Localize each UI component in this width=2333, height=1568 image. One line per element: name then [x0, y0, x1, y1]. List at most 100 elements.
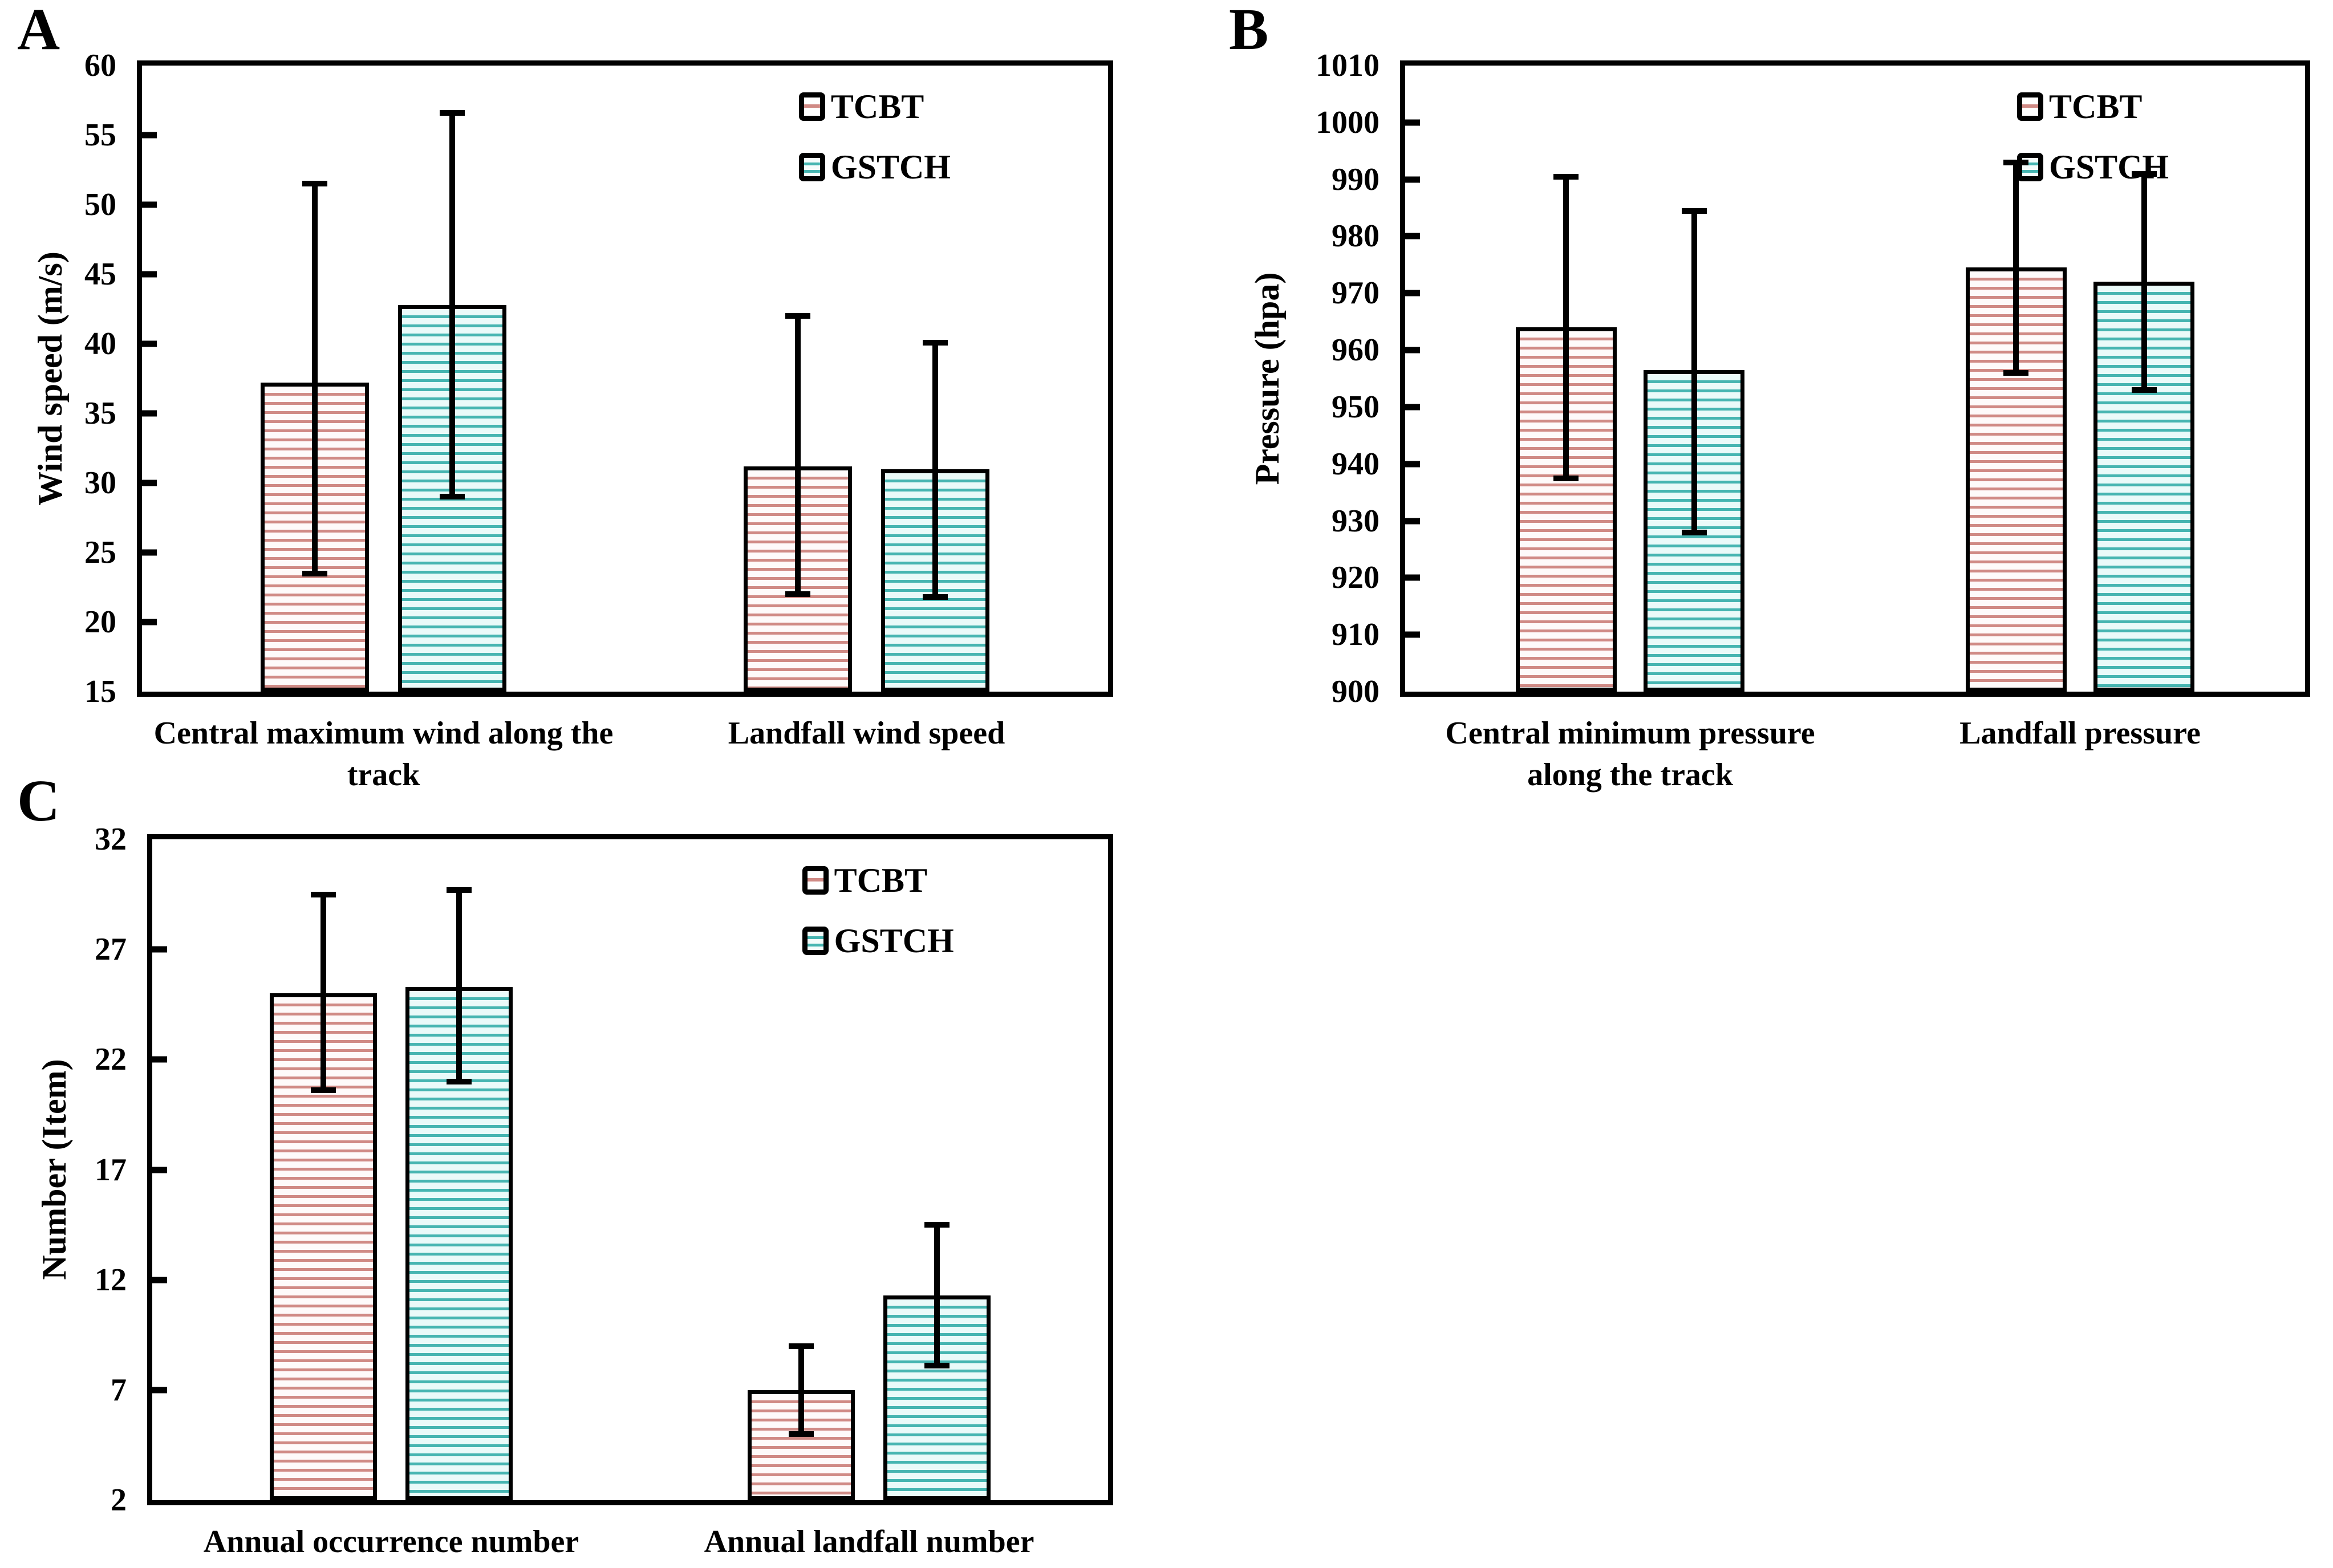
error-cap-top-tcbt-group1	[1553, 173, 1579, 180]
legend-item-tcbt: TCBT	[798, 88, 951, 125]
error-cap-top-tcbt-group1	[302, 181, 328, 187]
y-tick-label-55: 55	[84, 117, 116, 153]
y-tick-mark-45	[142, 271, 157, 278]
y-tick-label-50: 50	[84, 187, 116, 222]
y-tick-mark-17	[152, 1167, 167, 1173]
legend-item-gstch: GSTCH	[2017, 150, 2169, 184]
panel-c-category-label-2: Annual landfall number	[704, 1524, 1034, 1559]
legend-swatch-gstch-icon	[798, 153, 825, 181]
y-tick-mark-930	[1405, 518, 1420, 525]
error-cap-top-gstch-group1	[446, 887, 472, 893]
panel-a-plot-area: TCBT GSTCH 60 55 50 45 40 35 30 25 20 15	[84, 50, 1113, 708]
legend-swatch-gstch-icon	[2017, 153, 2044, 181]
panel-c-plot-area: TCBT GSTCH 32 27 22 17 12 7 2	[95, 823, 1113, 1516]
error-cap-bottom-gstch-group2	[2131, 387, 2157, 393]
error-bar-gstch-group2	[2141, 173, 2147, 390]
error-cap-top-gstch-group2	[924, 1222, 950, 1228]
panel-c: C Number (Item) TCBT GSTCH 32 27 22 17 12 7 2 …	[0, 771, 1169, 1568]
y-tick-label-17: 17	[95, 1152, 127, 1188]
y-tick-mark-950	[1405, 404, 1420, 411]
y-tick-mark-910	[1405, 631, 1420, 638]
y-tick-label-25: 25	[84, 535, 116, 570]
legend-swatch-tcbt-icon	[802, 866, 829, 895]
y-tick-label-45: 45	[84, 257, 116, 292]
legend-item-tcbt: TCBT	[802, 863, 954, 897]
panel-b-letter: B	[1229, 0, 1269, 62]
y-tick-label-900: 900	[1332, 674, 1379, 709]
panel-a-category-label-2: Landfall wind speed	[728, 716, 1005, 751]
legend-label-gstch: GSTCH	[830, 148, 951, 186]
y-tick-mark-40	[142, 340, 157, 347]
panel-c-legend: TCBT GSTCH	[802, 863, 954, 984]
y-tick-label-7: 7	[111, 1372, 127, 1408]
y-tick-mark-25	[142, 549, 157, 556]
y-tick-label-930: 930	[1332, 503, 1379, 539]
error-cap-top-tcbt-group2	[785, 313, 811, 319]
y-tick-label-970: 970	[1332, 275, 1379, 311]
panel-b-category-label-2: Landfall pressure	[1959, 716, 2201, 751]
panel-b-legend: TCBT GSTCH	[2017, 90, 2169, 210]
legend-swatch-tcbt-icon	[2017, 92, 2044, 121]
error-cap-top-gstch-group2	[922, 339, 948, 346]
panel-b: B Pressure (hpa) TCBT GSTCH 1010 1000 990 9…	[1169, 0, 2333, 793]
y-tick-label-32: 32	[95, 822, 127, 857]
y-tick-label-35: 35	[84, 396, 116, 431]
error-cap-bottom-gstch-group2	[924, 1363, 950, 1369]
y-tick-label-980: 980	[1332, 218, 1379, 254]
error-cap-top-tcbt-group2	[2003, 159, 2029, 165]
error-bar-gstch-group1	[456, 889, 462, 1082]
error-cap-bottom-tcbt-group1	[1553, 475, 1579, 481]
error-bar-tcbt-group1	[320, 894, 326, 1091]
y-tick-mark-980	[1405, 233, 1420, 239]
y-tick-label-22: 22	[95, 1042, 127, 1078]
y-tick-mark-960	[1405, 347, 1420, 354]
y-tick-label-920: 920	[1332, 560, 1379, 596]
error-bar-gstch-group1	[449, 112, 455, 497]
legend-item-gstch: GSTCH	[798, 148, 951, 186]
y-tick-label-15: 15	[84, 674, 116, 709]
y-tick-mark-940	[1405, 461, 1420, 468]
error-bar-tcbt-group2	[798, 1346, 804, 1435]
error-cap-bottom-tcbt-group2	[2003, 370, 2029, 376]
panel-c-letter: C	[17, 768, 60, 834]
panel-a-letter: A	[17, 0, 60, 62]
error-bar-gstch-group2	[932, 342, 938, 598]
y-tick-label-60: 60	[84, 48, 116, 83]
y-tick-mark-7	[152, 1387, 167, 1394]
y-tick-mark-970	[1405, 290, 1420, 296]
panel-b-plot-area: TCBT GSTCH 1010 1000 990 980 970 960 950 940 930…	[1316, 50, 2310, 708]
error-cap-bottom-tcbt-group2	[785, 591, 811, 598]
y-tick-mark-30	[142, 480, 157, 486]
y-tick-label-2: 2	[111, 1482, 127, 1518]
error-cap-top-gstch-group1	[439, 109, 465, 116]
legend-label-tcbt: TCBT	[834, 862, 928, 899]
error-cap-bottom-gstch-group1	[446, 1078, 472, 1084]
y-tick-label-40: 40	[84, 326, 116, 361]
y-tick-mark-22	[152, 1056, 167, 1063]
error-cap-top-tcbt-group2	[789, 1343, 814, 1349]
y-tick-mark-35	[142, 410, 157, 417]
legend-label-tcbt: TCBT	[830, 88, 924, 125]
error-bar-tcbt-group1	[1563, 176, 1569, 478]
panel-a-legend: TCBT GSTCH	[798, 88, 951, 210]
y-tick-label-940: 940	[1332, 446, 1379, 482]
error-bar-tcbt-group1	[312, 184, 318, 574]
error-cap-bottom-gstch-group2	[922, 594, 948, 600]
y-tick-mark-990	[1405, 176, 1420, 183]
y-tick-mark-1000	[1405, 119, 1420, 126]
legend-label-tcbt: TCBT	[2049, 88, 2143, 125]
error-cap-bottom-tcbt-group1	[311, 1087, 336, 1094]
y-tick-label-12: 12	[95, 1262, 127, 1298]
y-tick-label-30: 30	[84, 465, 116, 501]
legend-label-gstch: GSTCH	[834, 922, 954, 960]
error-bar-gstch-group2	[934, 1225, 940, 1366]
y-tick-label-27: 27	[95, 932, 127, 968]
y-tick-mark-920	[1405, 574, 1420, 581]
legend-swatch-tcbt-icon	[798, 92, 825, 121]
error-bar-gstch-group1	[1691, 210, 1697, 533]
y-tick-mark-20	[142, 619, 157, 625]
y-tick-mark-50	[142, 201, 157, 208]
error-bar-tcbt-group2	[795, 316, 801, 595]
y-tick-label-990: 990	[1332, 161, 1379, 197]
